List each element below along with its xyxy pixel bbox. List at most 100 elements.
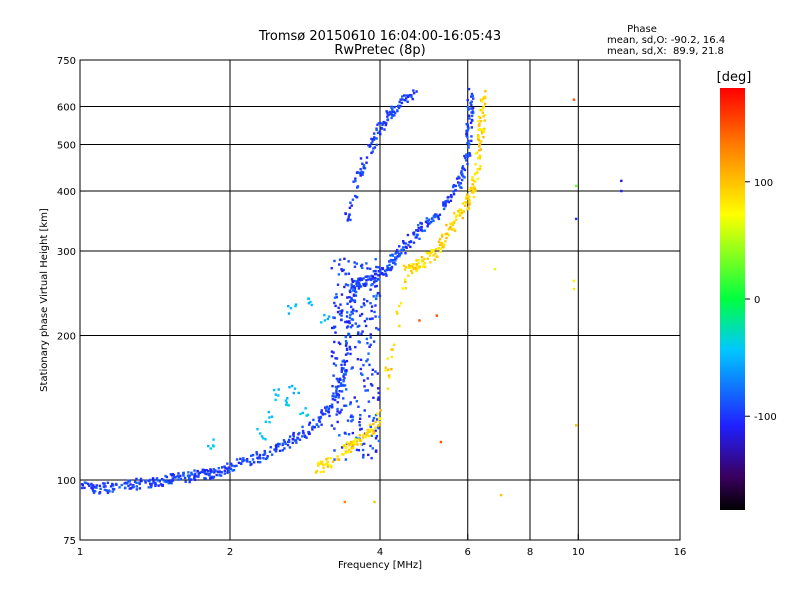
data-point — [362, 379, 366, 382]
data-point — [437, 240, 441, 244]
data-point — [374, 413, 378, 417]
data-point — [411, 97, 414, 101]
data-point — [387, 267, 391, 270]
data-point — [275, 447, 278, 450]
data-point — [410, 93, 413, 97]
data-point — [467, 206, 470, 209]
data-point — [333, 259, 336, 263]
data-point — [350, 444, 353, 447]
data-point — [373, 280, 376, 284]
data-point — [371, 277, 375, 281]
data-point — [329, 464, 333, 467]
data-point — [408, 94, 411, 97]
data-point — [390, 265, 394, 269]
data-point — [366, 299, 369, 303]
data-point — [343, 363, 346, 366]
data-point — [355, 196, 359, 199]
data-point — [138, 482, 141, 486]
data-point — [377, 266, 380, 269]
x-tick-label: 1 — [77, 547, 83, 558]
data-point — [377, 274, 380, 277]
data-point — [476, 134, 480, 137]
data-point — [351, 312, 354, 315]
data-point — [104, 485, 107, 488]
data-point — [349, 313, 352, 317]
data-point — [331, 326, 334, 330]
data-point — [435, 314, 438, 317]
data-point — [439, 247, 443, 250]
data-point — [361, 373, 364, 377]
data-point — [277, 445, 280, 448]
data-point — [479, 148, 483, 151]
data-point — [467, 107, 471, 110]
data-point — [384, 369, 387, 372]
data-point — [176, 474, 179, 478]
data-point — [197, 475, 200, 478]
data-point — [351, 289, 355, 292]
data-point — [427, 222, 430, 226]
data-point — [476, 168, 479, 171]
data-point — [309, 300, 312, 304]
data-point — [320, 411, 323, 414]
data-point — [421, 265, 424, 268]
data-point — [347, 215, 351, 218]
data-point — [472, 185, 476, 189]
data-point — [287, 438, 291, 442]
data-point — [418, 319, 421, 322]
data-point — [355, 262, 358, 265]
data-point — [482, 96, 486, 99]
data-point — [338, 342, 342, 346]
data-point — [274, 398, 277, 402]
data-point — [377, 391, 380, 395]
data-point — [148, 478, 152, 482]
data-point — [429, 261, 432, 264]
data-point — [369, 425, 372, 429]
data-point — [438, 213, 442, 216]
data-point — [419, 228, 423, 232]
data-point — [342, 268, 345, 272]
data-point — [374, 258, 377, 261]
data-point — [355, 448, 359, 452]
data-point — [456, 181, 460, 184]
data-point — [358, 277, 361, 280]
data-point — [350, 367, 353, 370]
data-point — [465, 134, 468, 138]
data-point — [352, 180, 355, 183]
data-point — [458, 176, 461, 180]
data-point — [468, 154, 472, 157]
data-point — [340, 363, 343, 367]
data-point — [354, 438, 357, 441]
data-point — [357, 405, 360, 408]
data-point — [363, 303, 366, 307]
data-point — [344, 344, 348, 347]
data-point — [438, 243, 442, 247]
data-point — [356, 357, 360, 361]
data-point — [446, 196, 449, 199]
data-point — [432, 248, 435, 252]
data-point — [346, 296, 349, 299]
data-point — [277, 388, 280, 391]
data-point — [326, 460, 329, 464]
colorbar-tick-label: -100 — [754, 412, 777, 423]
data-point — [466, 195, 470, 198]
data-point — [363, 298, 366, 301]
data-point — [478, 116, 482, 120]
data-point — [156, 479, 159, 482]
data-point — [460, 174, 464, 177]
data-point — [398, 254, 401, 258]
data-point — [375, 284, 378, 288]
data-point — [165, 475, 169, 479]
data-point — [288, 435, 292, 438]
data-point — [342, 384, 345, 387]
data-point — [419, 221, 422, 225]
data-point — [408, 265, 412, 268]
data-point — [346, 219, 349, 222]
data-point — [387, 374, 391, 377]
data-point — [351, 431, 355, 435]
data-point — [359, 439, 362, 443]
data-point — [365, 337, 369, 341]
data-point — [453, 220, 456, 223]
data-point — [442, 201, 445, 204]
data-point — [359, 172, 362, 175]
